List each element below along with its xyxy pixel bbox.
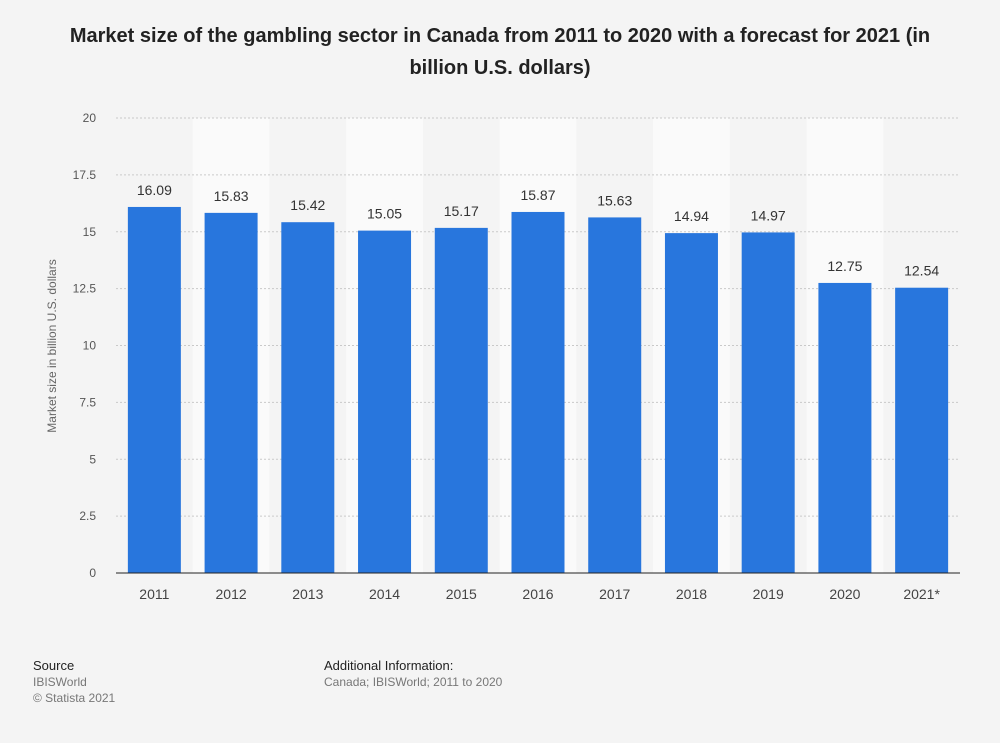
y-tick-label: 10 — [83, 339, 97, 353]
source-block: Source IBISWorld © Statista 2021 — [33, 658, 115, 706]
y-tick-label: 12.5 — [73, 282, 97, 296]
data-label: 15.05 — [367, 206, 402, 222]
bar-2020 — [818, 282, 872, 573]
bar-2019 — [741, 232, 795, 573]
data-label: 12.75 — [827, 258, 862, 274]
x-tick-label: 2013 — [292, 586, 323, 602]
source-heading: Source — [33, 658, 75, 673]
y-tick-label: 5 — [89, 452, 96, 466]
bar-2021* — [895, 287, 949, 573]
additional-info-block: Additional Information: Canada; IBISWorl… — [324, 658, 502, 690]
x-tick-label: 2015 — [446, 586, 477, 602]
bar-2013 — [281, 222, 335, 573]
x-tick-label: 2011 — [139, 586, 169, 602]
data-label: 15.63 — [597, 192, 632, 208]
x-tick-label: 2017 — [599, 586, 630, 602]
data-label: 14.94 — [674, 208, 709, 224]
x-tick-label: 2014 — [369, 586, 400, 602]
source-line: IBISWorld — [33, 675, 87, 689]
data-label: 12.54 — [904, 263, 939, 279]
data-label: 15.83 — [214, 188, 249, 204]
bar-2017 — [588, 217, 642, 574]
data-label: 15.87 — [520, 187, 555, 203]
data-label: 16.09 — [137, 182, 172, 198]
data-label: 15.42 — [290, 197, 325, 213]
chart-title: Market size of the gambling sector in Ca… — [69, 25, 931, 79]
additional-info-heading: Additional Information: — [324, 658, 454, 673]
y-axis-label: Market size in billion U.S. dollars — [45, 259, 59, 432]
data-label: 14.97 — [751, 207, 786, 223]
y-tick-label: 7.5 — [79, 395, 96, 409]
bar-2012 — [204, 212, 258, 573]
bar-2016 — [511, 211, 565, 573]
x-tick-label: 2020 — [829, 586, 860, 602]
y-tick-label: 20 — [83, 111, 97, 125]
bar-2018 — [664, 233, 718, 574]
bar-2014 — [358, 230, 412, 574]
y-tick-label: 0 — [89, 566, 96, 580]
x-tick-label: 2019 — [753, 586, 784, 602]
copyright-line: © Statista 2021 — [33, 691, 116, 705]
additional-info-text: Canada; IBISWorld; 2011 to 2020 — [324, 675, 503, 689]
bar-2015 — [434, 227, 488, 573]
x-tick-label: 2016 — [522, 586, 553, 602]
data-label: 15.17 — [444, 203, 479, 219]
y-tick-label: 2.5 — [79, 509, 96, 523]
y-tick-label: 15 — [83, 225, 97, 239]
x-tick-label: 2018 — [676, 586, 707, 602]
x-tick-label: 2012 — [216, 586, 247, 602]
bar-2011 — [127, 206, 181, 573]
y-tick-label: 17.5 — [73, 168, 97, 182]
x-tick-label: 2021* — [903, 586, 940, 602]
